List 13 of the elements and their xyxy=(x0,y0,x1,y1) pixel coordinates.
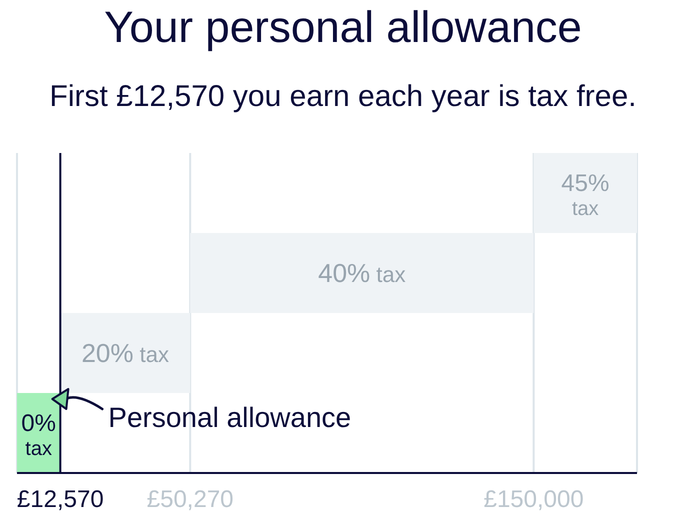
x-tick-label: £12,570 xyxy=(16,486,104,513)
y-tick-label: 0% tax xyxy=(21,410,56,460)
y-tick-label: 20% tax xyxy=(81,338,169,368)
bar xyxy=(190,233,534,313)
y-tick-label: 45% tax xyxy=(561,170,610,220)
y-tick-label: 40% tax xyxy=(318,258,406,288)
chart-subtitle: First £12,570 you earn each year is tax free. xyxy=(48,79,638,115)
x-tick-label: £150,000 xyxy=(484,486,584,513)
x-tick-label: £50,270 xyxy=(146,486,234,513)
annotation: Personal allowance xyxy=(108,402,352,433)
bar xyxy=(534,153,637,233)
chart-title: Your personal allowance xyxy=(103,2,583,54)
bar xyxy=(60,313,190,393)
